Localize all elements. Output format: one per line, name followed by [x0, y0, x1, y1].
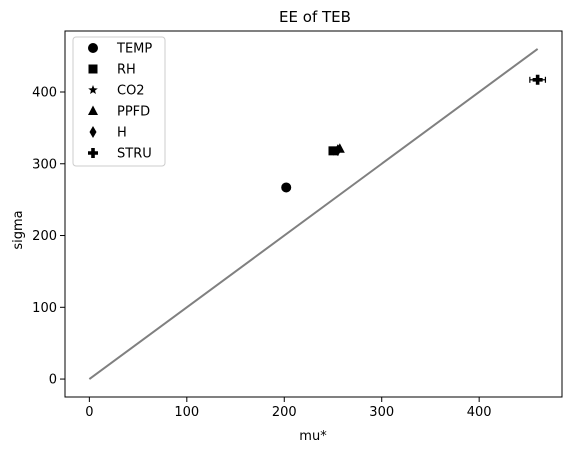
plot-area: 0 100 200 300 400 0 100 200 300 400	[32, 30, 563, 421]
reference-line	[88, 48, 539, 380]
reference-line-layer	[88, 48, 539, 380]
x-tick-label: 0	[85, 405, 93, 420]
marks-layer	[281, 74, 547, 193]
legend-marker-h	[89, 126, 97, 138]
y-tick-label: 200	[32, 229, 57, 244]
y-axis-label: sigma	[11, 210, 26, 249]
legend-marker-stru	[88, 148, 98, 158]
point-temp	[281, 182, 292, 193]
y-tick-label: 100	[32, 301, 57, 316]
ticks-layer: 0 100 200 300 400 0 100 200 300 400	[32, 86, 491, 421]
y-tick-label: 0	[49, 373, 57, 388]
legend-marker-co2	[88, 85, 98, 95]
legend: TEMP RH CO2 PPFD H STRU	[72, 36, 166, 167]
legend-marker-ppfd	[88, 105, 98, 115]
legend-label-h: H	[117, 126, 127, 141]
point-stru	[532, 74, 543, 85]
point-h	[334, 144, 342, 157]
legend-marker-temp	[88, 43, 98, 53]
x-axis-label: mu*	[299, 429, 327, 444]
legend-label-stru: STRU	[117, 147, 152, 162]
legend-label-temp: TEMP	[116, 42, 152, 57]
legend-label-ppfd: PPFD	[117, 105, 150, 120]
legend-label-co2: CO2	[117, 84, 145, 99]
plot-frame	[64, 30, 563, 398]
x-tick-label: 100	[174, 405, 199, 420]
y-tick-label: 300	[32, 157, 57, 172]
legend-marker-rh	[88, 64, 98, 74]
legend-label-rh: RH	[117, 63, 136, 78]
x-tick-label: 300	[369, 405, 394, 420]
y-tick-label: 400	[32, 86, 57, 101]
x-tick-label: 200	[272, 405, 297, 420]
x-tick-label: 400	[467, 405, 492, 420]
chart-title: EE of TEB	[279, 8, 351, 26]
